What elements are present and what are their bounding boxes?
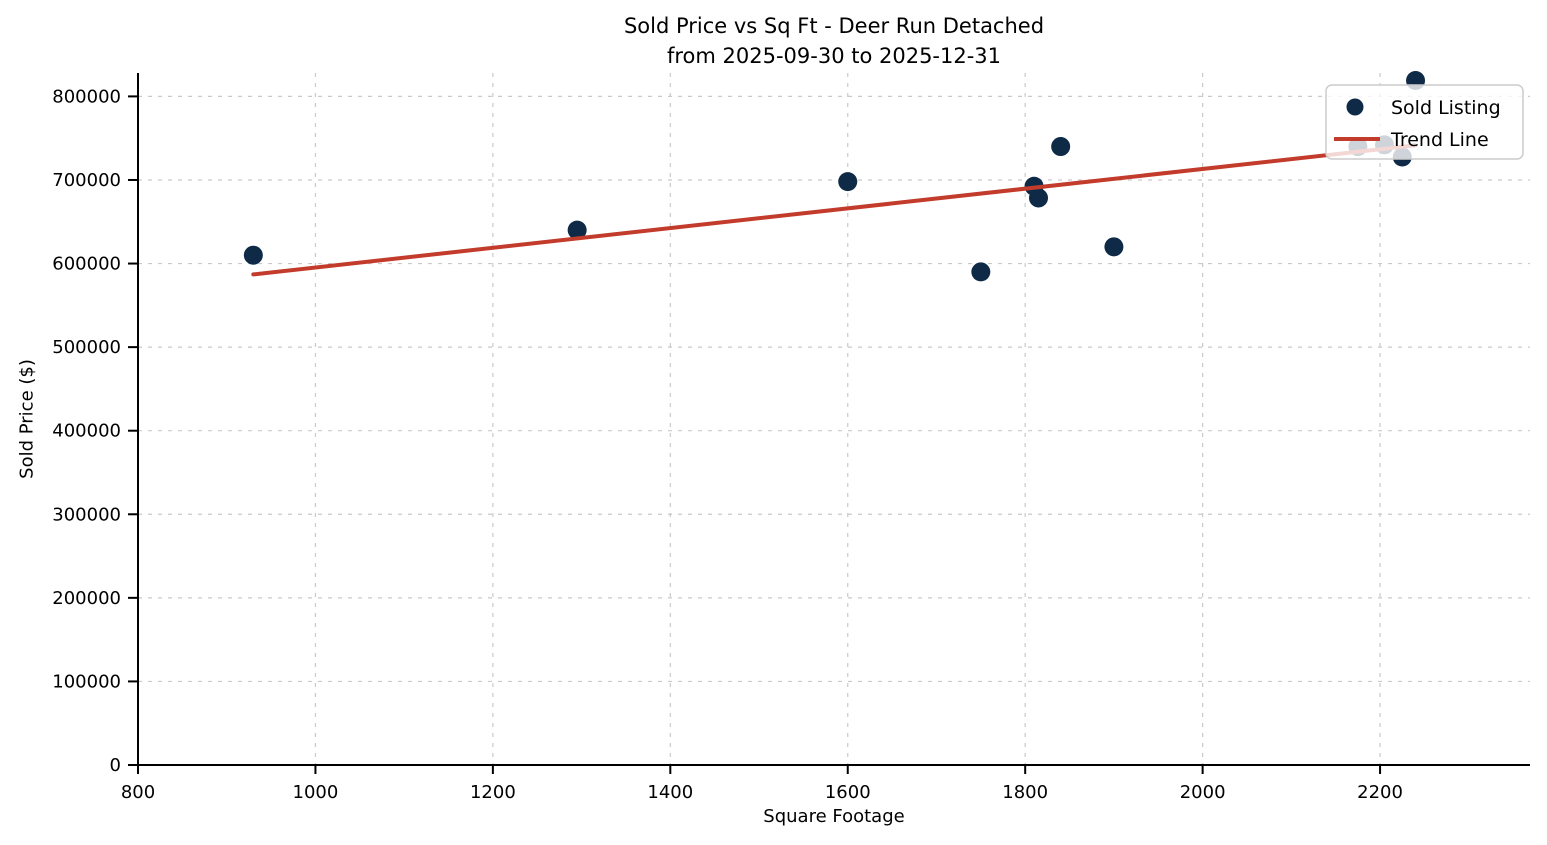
data-point — [971, 262, 991, 282]
data-point — [1104, 237, 1124, 257]
x-tick-label: 1400 — [647, 782, 693, 803]
x-tick-label: 800 — [121, 782, 155, 803]
x-tick-label: 2000 — [1180, 782, 1226, 803]
x-tick-label: 2200 — [1357, 782, 1403, 803]
y-tick-label: 700000 — [52, 170, 121, 191]
x-tick-label: 1200 — [470, 782, 516, 803]
legend-label-sold-listing: Sold Listing — [1391, 97, 1501, 119]
x-tick-label: 1800 — [1002, 782, 1048, 803]
data-point — [1051, 137, 1071, 157]
x-tick-label: 1600 — [825, 782, 871, 803]
chart-title-line1: Sold Price vs Sq Ft - Deer Run Detached — [623, 14, 1045, 38]
y-tick-label: 200000 — [52, 588, 121, 609]
trend-line — [251, 143, 1418, 277]
data-point — [243, 245, 263, 265]
legend-label-trend-line: Trend Line — [1390, 129, 1489, 151]
data-point — [567, 220, 587, 240]
y-tick-label: 600000 — [52, 254, 121, 275]
data-point — [838, 172, 858, 192]
y-tick-label: 400000 — [52, 421, 121, 442]
legend-marker-sold-listing — [1346, 98, 1364, 116]
chart-title-line2: from 2025-09-30 to 2025-12-31 — [666, 44, 1002, 68]
y-tick-label: 500000 — [52, 337, 121, 358]
y-tick-label: 300000 — [52, 504, 121, 525]
x-axis-label: Square Footage — [763, 806, 905, 827]
y-tick-label: 100000 — [52, 671, 121, 692]
y-axis-label: Sold Price ($) — [16, 359, 38, 479]
x-tick-label: 1000 — [293, 782, 339, 803]
data-point — [1028, 188, 1048, 208]
y-tick-label: 0 — [110, 755, 121, 776]
chart-title: Sold Price vs Sq Ft - Deer Run Detached … — [138, 11, 1530, 71]
y-tick-label: 800000 — [52, 86, 121, 107]
